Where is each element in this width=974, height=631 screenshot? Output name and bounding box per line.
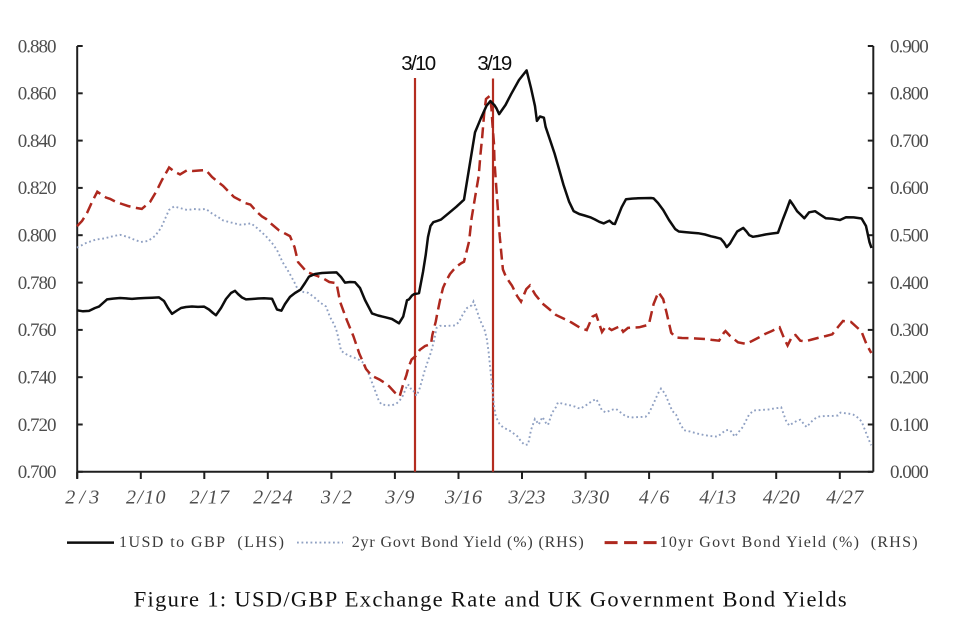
svg-text:4/13: 4/13 xyxy=(699,487,736,509)
svg-text:3/9: 3/9 xyxy=(384,487,414,509)
svg-text:0.780: 0.780 xyxy=(18,273,57,294)
svg-text:2/3: 2/3 xyxy=(65,487,99,509)
svg-text:0.200: 0.200 xyxy=(890,368,929,389)
svg-text:2/24: 2/24 xyxy=(253,487,293,509)
svg-text:0.840: 0.840 xyxy=(18,131,57,152)
svg-text:Figure 1: USD/GBP Exchange Rat: Figure 1: USD/GBP Exchange Rate and UK G… xyxy=(134,586,847,611)
svg-text:0.000: 0.000 xyxy=(890,462,929,483)
svg-text:0.700: 0.700 xyxy=(890,131,929,152)
svg-text:0.600: 0.600 xyxy=(890,178,929,199)
svg-text:0.800: 0.800 xyxy=(890,84,929,105)
svg-text:4/20: 4/20 xyxy=(763,487,800,509)
svg-text:0.700: 0.700 xyxy=(18,462,57,483)
svg-text:0.740: 0.740 xyxy=(18,368,57,389)
svg-text:0.800: 0.800 xyxy=(18,226,57,247)
svg-text:3/10: 3/10 xyxy=(401,52,436,75)
svg-text:3/19: 3/19 xyxy=(477,52,512,75)
svg-text:4/6: 4/6 xyxy=(639,487,670,509)
svg-text:0.880: 0.880 xyxy=(18,36,57,57)
svg-text:0.720: 0.720 xyxy=(18,415,57,436)
svg-text:3/16: 3/16 xyxy=(444,487,482,509)
svg-text:0.300: 0.300 xyxy=(890,320,929,341)
svg-text:0.820: 0.820 xyxy=(18,178,57,199)
svg-text:2/17: 2/17 xyxy=(190,487,231,509)
svg-text:3/23: 3/23 xyxy=(508,487,546,509)
svg-text:2/10: 2/10 xyxy=(126,487,166,509)
svg-text:3/30: 3/30 xyxy=(571,487,609,509)
svg-text:0.900: 0.900 xyxy=(890,36,929,57)
svg-text:0.100: 0.100 xyxy=(890,415,929,436)
svg-text:10yr Govt Bond Yield (%) (RHS: 10yr Govt Bond Yield (%) (RHS) xyxy=(660,534,918,551)
svg-text:2yr Govt Bond Yield (%) (RHS): 2yr Govt Bond Yield (%) (RHS) xyxy=(352,534,584,551)
svg-text:1USD to GBP (LHS): 1USD to GBP (LHS) xyxy=(119,534,284,551)
svg-text:0.760: 0.760 xyxy=(18,320,57,341)
svg-text:0.860: 0.860 xyxy=(18,84,57,105)
svg-text:0.400: 0.400 xyxy=(890,273,929,294)
svg-text:3/2: 3/2 xyxy=(320,487,352,509)
svg-text:0.500: 0.500 xyxy=(890,226,929,247)
svg-text:4/27: 4/27 xyxy=(826,487,864,509)
